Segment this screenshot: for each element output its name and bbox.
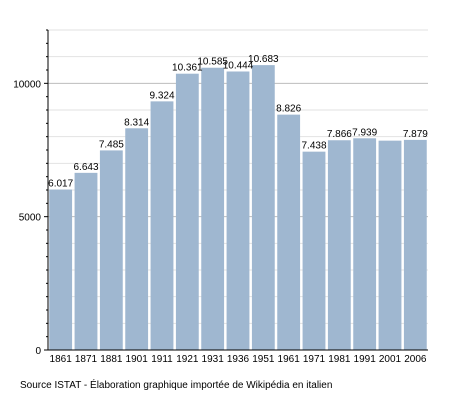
bar-1911 <box>150 101 174 350</box>
data-label: 8.826 <box>276 104 301 115</box>
x-tick-label: 1881 <box>100 354 123 365</box>
x-tick-label: 1971 <box>303 354 326 365</box>
data-label: 6.017 <box>48 179 73 190</box>
data-label: 9.324 <box>149 90 174 101</box>
bar-1861 <box>49 189 73 350</box>
bar-1961 <box>277 114 301 350</box>
bar-1881 <box>99 150 123 350</box>
data-label: 8.314 <box>124 117 149 128</box>
bar-1991 <box>353 138 377 350</box>
x-tick-label: 1871 <box>75 354 98 365</box>
data-label: 7.438 <box>301 141 326 152</box>
data-label: 10.361 <box>172 63 203 74</box>
x-tick-label: 1936 <box>227 354 250 365</box>
bar-1936 <box>226 71 250 350</box>
bar-2006 <box>403 139 427 350</box>
data-label: 10.444 <box>223 60 254 71</box>
x-tick-label: 1901 <box>126 354 149 365</box>
x-tick-label: 2006 <box>404 354 427 365</box>
x-tick-label: 2001 <box>379 354 402 365</box>
data-label: 7.866 <box>327 129 352 140</box>
x-tick-label: 1951 <box>252 354 275 365</box>
source-caption: Source ISTAT - Élaboration graphique imp… <box>20 380 333 391</box>
x-tick-label: 1991 <box>354 354 377 365</box>
x-tick-label: 1961 <box>278 354 301 365</box>
data-label: 6.643 <box>73 162 98 173</box>
data-label: 7.879 <box>403 129 428 140</box>
data-label: 7.485 <box>99 139 124 150</box>
bars <box>49 65 427 351</box>
y-tick-label: 5000 <box>19 213 42 224</box>
bar-1971 <box>302 151 326 350</box>
x-tick-label: 1911 <box>151 354 173 365</box>
x-tick-label: 1931 <box>202 354 225 365</box>
data-label: 7.939 <box>352 127 377 138</box>
y-tick-label: 10000 <box>13 79 41 90</box>
x-tick-label: 1921 <box>176 354 199 365</box>
bar-1951 <box>251 65 275 351</box>
axes: 1861 1871 1881 1901 1911 1921 1931 1936 1951 1961… <box>13 29 428 365</box>
bar-1921 <box>175 73 199 350</box>
data-label: 10.585 <box>197 57 228 68</box>
x-tick-label: 1981 <box>328 354 351 365</box>
bar-1871 <box>74 172 98 350</box>
bar-1901 <box>125 128 149 350</box>
data-label: 10.683 <box>248 54 279 65</box>
bar-1981 <box>327 140 351 350</box>
data-labels: 6.0176.6437.4858.3149.32410.36110.58510.… <box>48 54 428 189</box>
bar-1931 <box>201 67 225 350</box>
y-tick-label: 0 <box>35 346 41 357</box>
x-tick-label: 1861 <box>50 354 73 365</box>
bar-2001 <box>378 140 402 350</box>
